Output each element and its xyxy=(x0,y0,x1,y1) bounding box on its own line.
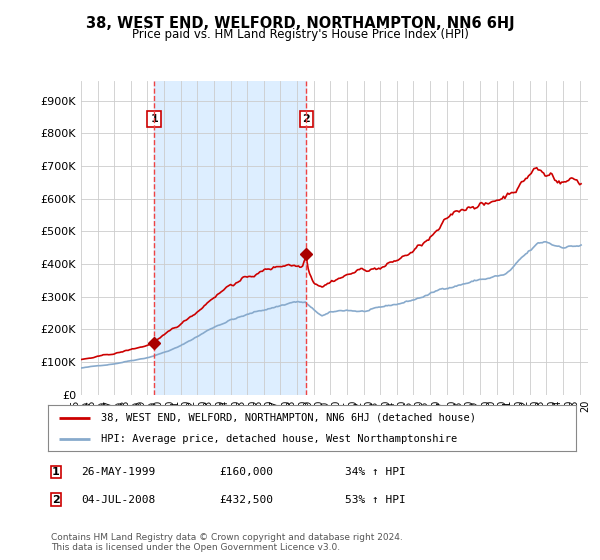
Text: 26-MAY-1999: 26-MAY-1999 xyxy=(81,467,155,477)
Text: £160,000: £160,000 xyxy=(219,467,273,477)
Text: 04-JUL-2008: 04-JUL-2008 xyxy=(81,494,155,505)
Text: This data is licensed under the Open Government Licence v3.0.: This data is licensed under the Open Gov… xyxy=(51,543,340,552)
Text: 34% ↑ HPI: 34% ↑ HPI xyxy=(345,467,406,477)
Text: 1: 1 xyxy=(52,467,60,477)
Text: 2: 2 xyxy=(302,114,310,124)
Bar xyxy=(154,81,306,395)
Text: 38, WEST END, WELFORD, NORTHAMPTON, NN6 6HJ (detached house): 38, WEST END, WELFORD, NORTHAMPTON, NN6 … xyxy=(101,413,476,423)
Text: 2: 2 xyxy=(52,494,60,505)
Text: Price paid vs. HM Land Registry's House Price Index (HPI): Price paid vs. HM Land Registry's House … xyxy=(131,28,469,41)
Text: 53% ↑ HPI: 53% ↑ HPI xyxy=(345,494,406,505)
Text: HPI: Average price, detached house, West Northamptonshire: HPI: Average price, detached house, West… xyxy=(101,435,457,444)
Text: 1: 1 xyxy=(150,114,158,124)
Text: 38, WEST END, WELFORD, NORTHAMPTON, NN6 6HJ: 38, WEST END, WELFORD, NORTHAMPTON, NN6 … xyxy=(86,16,514,31)
Text: Contains HM Land Registry data © Crown copyright and database right 2024.: Contains HM Land Registry data © Crown c… xyxy=(51,533,403,542)
Text: £432,500: £432,500 xyxy=(219,494,273,505)
